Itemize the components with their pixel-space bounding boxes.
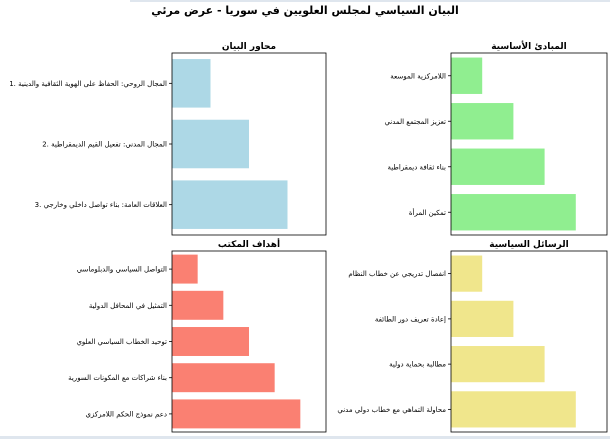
tick-label: مطالبة بحماية دولية bbox=[389, 361, 446, 369]
bar bbox=[172, 399, 301, 429]
panel-axes: محاور البيان 3. العلاقات العامة: بناء توا… bbox=[9, 42, 327, 236]
tick-label: 3. العلاقات العامة: بناء تواصل داخلي وخا… bbox=[35, 201, 167, 209]
tick-label: بناء شراكات مع المكونات السورية bbox=[68, 374, 167, 382]
bar bbox=[451, 255, 483, 292]
panel-title: أهداف المكتب bbox=[218, 238, 280, 250]
bar bbox=[451, 57, 483, 94]
panel-title: محاور البيان bbox=[222, 42, 276, 52]
panel-principles: المبادئ الأساسية تمكين المرأة بناء ثقافة د… bbox=[384, 40, 608, 236]
bar bbox=[172, 180, 288, 229]
tick-label: التمثيل في المحافل الدولية bbox=[89, 302, 167, 310]
bar bbox=[172, 119, 249, 169]
bar bbox=[172, 327, 249, 356]
tick-label: دعم نموذج الحكم اللامركزي bbox=[85, 410, 167, 418]
tick-label: 2. المجال المدني: تفعيل القيم الديمقراطي… bbox=[42, 141, 167, 149]
bar bbox=[172, 290, 224, 320]
panel-title: المبادئ الأساسية bbox=[491, 40, 567, 52]
tick-label: توحيد الخطاب السياسي العلوي bbox=[76, 338, 167, 346]
panel-title: الرسائل السياسية bbox=[489, 240, 569, 250]
bar bbox=[451, 346, 545, 383]
plot-frame bbox=[450, 250, 608, 433]
bar bbox=[172, 363, 275, 393]
bar bbox=[451, 148, 545, 185]
tick-label: اللامركزية الموسعة bbox=[390, 72, 446, 80]
tick-label: 1. المجال الروحي: الحفاظ على الهوية الثق… bbox=[9, 80, 167, 88]
plot-frame bbox=[450, 52, 608, 236]
tick-label: محاولة التماهي مع خطاب دولي مدني bbox=[337, 406, 446, 414]
panel-messages: الرسائل السياسية محاولة التماهي مع خطاب د… bbox=[337, 240, 608, 433]
tick-label: تعزيز المجتمع المدني bbox=[384, 118, 446, 126]
bar bbox=[451, 391, 576, 428]
bar bbox=[172, 59, 211, 108]
bar bbox=[451, 103, 514, 140]
bar bbox=[451, 300, 514, 337]
window-top-strip bbox=[130, 0, 610, 2]
tick-label: انفصال تدريجي عن خطاب النظام bbox=[348, 270, 446, 278]
panel-goals: أهداف المكتب دعم نموذج الحكم اللامركزي بنا… bbox=[68, 238, 327, 433]
tick-label: بناء ثقافة ديمقراطية bbox=[387, 163, 446, 171]
plot-frame bbox=[171, 52, 327, 236]
bar bbox=[451, 194, 576, 231]
bar bbox=[172, 254, 198, 284]
tick-label: إعادة تعريف دور الطائفة bbox=[375, 315, 446, 323]
window-bottom-strip bbox=[0, 436, 610, 439]
tick-label: التواصل السياسي والدبلوماسي bbox=[77, 266, 167, 274]
figure-title: البيان السياسي لمجلس العلويين في سوريا -… bbox=[151, 4, 458, 17]
tick-label: تمكين المرأة bbox=[409, 208, 446, 217]
plot-frame bbox=[171, 250, 327, 433]
